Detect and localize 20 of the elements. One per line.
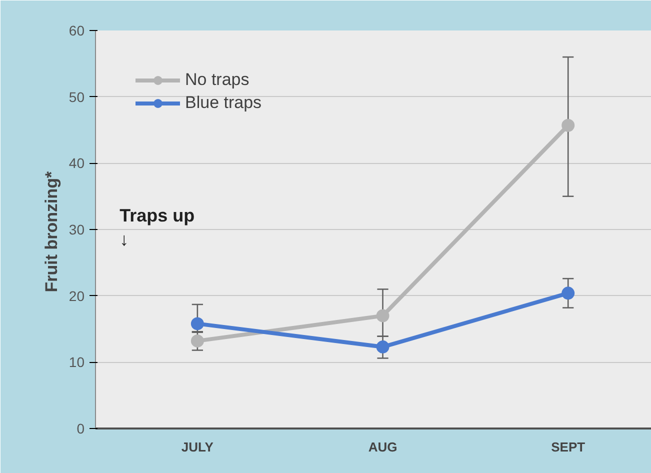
y-tick-label: 10 — [68, 354, 85, 370]
point — [376, 309, 390, 322]
y-tick-label: 20 — [68, 288, 85, 304]
y-tick-label: 30 — [68, 222, 85, 238]
annotation: Traps up ↓ — [120, 205, 195, 250]
point — [376, 340, 390, 354]
x-tick-label: AUG — [368, 440, 398, 454]
point — [562, 118, 575, 132]
x-tick-label: JULY — [181, 440, 214, 454]
legend-label: No traps — [185, 70, 250, 90]
point — [190, 317, 204, 330]
point — [562, 286, 575, 300]
x-tick-label: SEPT — [551, 440, 586, 454]
y-tick-label: 0 — [76, 420, 85, 436]
legend-label: Blue traps — [185, 93, 262, 113]
y-tick-label: 40 — [68, 155, 85, 172]
y-tick-label: 50 — [68, 88, 85, 105]
y-tick-label: 60 — [68, 22, 85, 38]
y-axis-title: Fruit bronzing* — [42, 171, 61, 292]
point — [190, 334, 204, 348]
